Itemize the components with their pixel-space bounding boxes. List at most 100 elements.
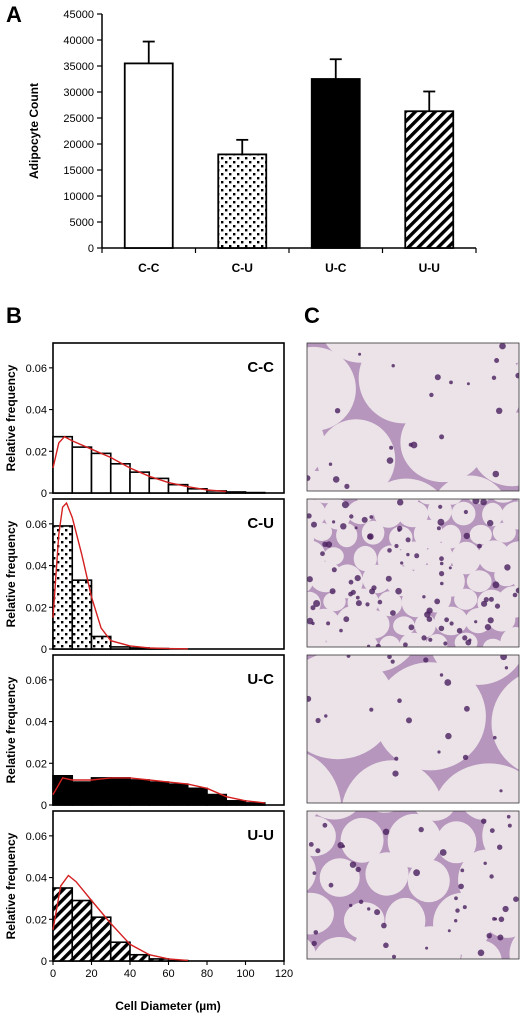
adipocyte-cell bbox=[509, 932, 519, 959]
nucleus bbox=[365, 602, 370, 607]
histogram-bar bbox=[90, 452, 112, 494]
nucleus bbox=[515, 587, 519, 594]
category-label-c-c: C-C bbox=[138, 261, 160, 275]
y-tick-label: 0 bbox=[41, 956, 47, 968]
adipocyte-cell bbox=[323, 592, 346, 612]
adipocyte-cell bbox=[373, 499, 403, 528]
adipocyte-cell bbox=[323, 547, 344, 565]
adipocyte-cell bbox=[471, 412, 519, 487]
histogram-label: U-C bbox=[247, 671, 274, 688]
adipocyte-cell bbox=[319, 858, 360, 897]
adipocyte-cell bbox=[336, 523, 358, 548]
y-tick-label: 0.04 bbox=[26, 405, 47, 417]
panel-letter-a: A bbox=[6, 2, 22, 27]
nucleus bbox=[489, 874, 494, 879]
nucleus bbox=[484, 624, 491, 631]
micrograph-frame bbox=[306, 810, 520, 960]
nucleus bbox=[458, 883, 464, 890]
histogram-bar bbox=[148, 477, 170, 494]
nucleus bbox=[328, 462, 333, 466]
adipocyte-cell bbox=[393, 616, 415, 636]
nucleus bbox=[449, 380, 453, 385]
adipocyte-cell bbox=[313, 937, 366, 959]
nucleus bbox=[462, 754, 469, 761]
nucleus bbox=[397, 528, 401, 532]
nucleus bbox=[343, 616, 350, 623]
nucleus bbox=[448, 566, 452, 570]
nucleus bbox=[413, 869, 420, 877]
adipocyte-cell bbox=[500, 627, 519, 647]
nucleus bbox=[454, 896, 458, 901]
nucleus bbox=[329, 588, 336, 595]
nucleus bbox=[464, 705, 470, 712]
nucleus bbox=[385, 575, 392, 582]
y-tick-label: 0.02 bbox=[26, 914, 47, 926]
histogram-label: U-U bbox=[247, 827, 274, 844]
nucleus bbox=[497, 934, 504, 941]
adipocyte-cell bbox=[379, 635, 401, 647]
nucleus bbox=[394, 756, 399, 761]
fit-curve bbox=[52, 501, 188, 650]
nucleus bbox=[477, 543, 482, 549]
histogram-c-u: 0 0.02 0.04 0.06 C-U Relative frequency bbox=[4, 498, 285, 656]
nucleus bbox=[497, 844, 503, 850]
nucleus bbox=[337, 842, 344, 849]
nucleus bbox=[506, 814, 511, 819]
nucleus bbox=[312, 871, 317, 875]
adipocyte-cell bbox=[307, 631, 327, 647]
adipocyte-cell bbox=[340, 817, 384, 863]
y-tick-label: 0.06 bbox=[26, 519, 47, 531]
y-axis-title: Relative frequency bbox=[4, 676, 18, 783]
nucleus bbox=[328, 882, 334, 888]
histogram-bar bbox=[129, 953, 151, 962]
nucleus bbox=[308, 842, 314, 847]
nucleus bbox=[324, 714, 328, 718]
adipocyte-cell bbox=[397, 501, 429, 528]
nucleus bbox=[466, 382, 470, 386]
nucleus bbox=[339, 628, 343, 633]
nucleus bbox=[406, 717, 412, 724]
nucleus bbox=[389, 445, 394, 450]
x-tick-label: 120 bbox=[275, 968, 293, 980]
nucleus bbox=[460, 868, 465, 873]
adipocyte-cell bbox=[469, 524, 492, 545]
nucleus bbox=[383, 942, 389, 949]
nucleus bbox=[438, 625, 445, 632]
nucleus bbox=[326, 621, 331, 626]
nucleus bbox=[498, 916, 505, 923]
category-label-u-c: U-C bbox=[325, 261, 347, 275]
nucleus bbox=[354, 526, 358, 530]
nucleus bbox=[349, 903, 353, 908]
y-tick-label: 0.02 bbox=[26, 446, 47, 458]
nucleus bbox=[355, 866, 361, 873]
nucleus bbox=[444, 617, 449, 623]
y-tick-label: 0 bbox=[41, 644, 47, 656]
adipocyte-cell bbox=[387, 813, 442, 869]
nucleus bbox=[423, 657, 429, 663]
nucleus bbox=[463, 509, 468, 515]
nucleus bbox=[350, 589, 356, 595]
nucleus bbox=[439, 673, 444, 677]
nucleus bbox=[513, 896, 519, 902]
nucleus bbox=[474, 620, 478, 624]
nucleus bbox=[492, 470, 500, 478]
histogram-bar bbox=[109, 777, 131, 806]
nucleus bbox=[311, 521, 317, 528]
nucleus bbox=[386, 457, 394, 464]
histogram-bar bbox=[109, 941, 131, 962]
nucleus bbox=[494, 917, 498, 921]
nucleus bbox=[421, 635, 427, 641]
nucleus bbox=[322, 822, 328, 828]
histology-micrographs bbox=[306, 342, 520, 960]
nucleus bbox=[491, 375, 497, 380]
micrograph-tissue bbox=[307, 343, 519, 491]
histogram-label: C-U bbox=[247, 515, 274, 532]
y-axis-title: Relative frequency bbox=[4, 364, 18, 471]
adipocyte-cell bbox=[400, 402, 486, 483]
nucleus bbox=[434, 374, 441, 381]
bar-u-c bbox=[310, 78, 361, 249]
nucleus bbox=[481, 818, 487, 824]
micrograph-c-c bbox=[306, 342, 520, 492]
adipocyte-cell bbox=[307, 346, 356, 431]
nucleus bbox=[397, 499, 404, 506]
